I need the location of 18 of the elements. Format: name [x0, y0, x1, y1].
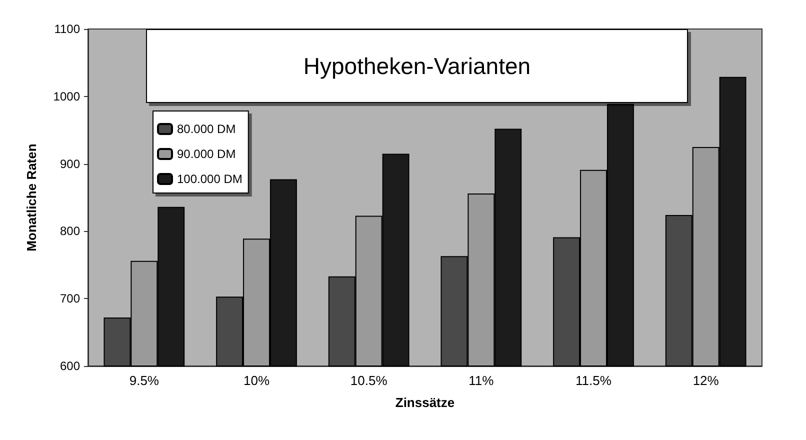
y-tick-label: 800 — [60, 224, 80, 238]
y-tick-label: 700 — [60, 292, 80, 306]
x-axis-title: Zinssätze — [395, 395, 455, 410]
legend-label: 80.000 DM — [177, 122, 236, 136]
y-tick-label: 1000 — [53, 89, 80, 104]
x-tick-label: 11.5% — [576, 373, 612, 388]
legend-label: 90.000 DM — [177, 147, 236, 161]
x-tick-label: 11% — [468, 373, 494, 388]
x-tick-label: 12% — [692, 373, 720, 388]
legend-label: 100.000 DM — [177, 172, 242, 186]
y-tick-label: 900 — [60, 156, 80, 171]
title-box: Hypotheken-Varianten — [146, 29, 688, 103]
x-tick-label: 9.5% — [129, 373, 160, 388]
y-tick-label: 600 — [60, 359, 80, 373]
x-tick-label: 10% — [243, 373, 270, 388]
x-tick-label: 10.5% — [350, 373, 388, 388]
y-tick-label: 1100 — [54, 22, 80, 36]
y-axis-title: Monatliche Raten — [24, 144, 39, 252]
